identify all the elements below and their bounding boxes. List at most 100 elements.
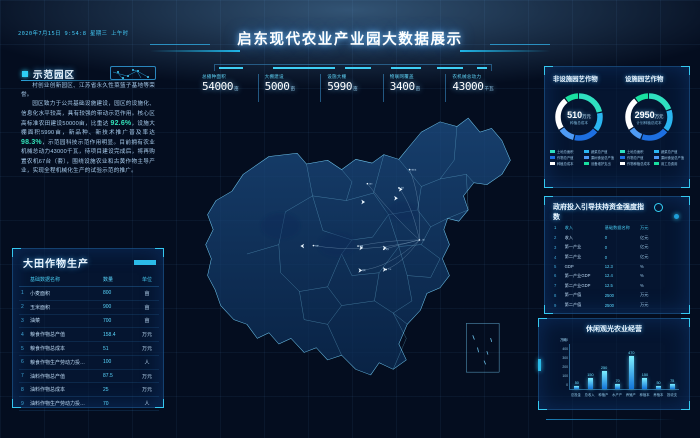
donut-segment[interactable] <box>625 93 673 141</box>
map-city-dot[interactable] <box>418 239 421 241</box>
stat-label: 大棚建设 <box>264 74 284 79</box>
table-row[interactable]: 6 粮食作物生产劳动力投… 100 人 <box>19 355 159 370</box>
gov-table-row[interactable]: 3 第一产业 0 亿元 <box>553 243 665 253</box>
stat-item: 物联网覆盖 3400亩 <box>382 74 446 102</box>
donut-segment[interactable] <box>555 93 603 141</box>
gov-row-name: 第二产业GDP <box>564 282 591 288</box>
donut-chart-1[interactable]: 2950万元 计划种植总成本 <box>621 89 677 145</box>
x-axis-labels: 总投金 总收入 种植产 水产产 养殖产 种植本 养殖本 投收支 <box>569 392 679 397</box>
bar-column[interactable]: 50 <box>571 344 582 389</box>
legend-label: 果树食品总产值 <box>591 156 615 160</box>
row-index: 4 <box>19 327 28 343</box>
bar-column[interactable]: 50 <box>653 344 664 389</box>
bar-column[interactable]: 70 <box>612 344 623 389</box>
map-city-dot[interactable] <box>357 245 359 247</box>
row-name: 小麦面积 <box>28 286 101 301</box>
donut-segment[interactable] <box>555 93 603 141</box>
table-row[interactable]: 7 油料作物总产值 87.5 万元 <box>19 369 159 384</box>
table-action-button[interactable] <box>134 260 156 265</box>
gov-table-row[interactable]: 5 GDP 12.3% <box>553 262 665 271</box>
bottom-rule <box>546 419 676 420</box>
gov-row-index: 2 <box>554 235 557 241</box>
y-tick-label: 200 <box>562 365 568 369</box>
map-province-borders <box>246 126 474 370</box>
legend-label: 种植总成本 <box>557 162 574 166</box>
donut-segment[interactable] <box>555 93 603 141</box>
china-map[interactable]: 哈尔滨 北京 银川 上海 拉萨 成都 武汉 昆明 广州 <box>186 104 516 404</box>
gov-row-name: 第一产业 <box>564 244 582 250</box>
header-deco-right <box>490 44 550 45</box>
leisure-agriculture-panel: 休闲观光农业经营 万元 0 100 200 300 400 500 50 150 250 70 4… <box>538 318 690 410</box>
donut-segment[interactable] <box>555 93 603 141</box>
bar-column[interactable]: 75 <box>667 344 678 389</box>
legend-swatch <box>654 150 659 153</box>
map-city-dot[interactable] <box>385 268 387 271</box>
legend-swatch <box>584 162 589 165</box>
bar-column[interactable]: 250 <box>599 344 610 389</box>
donut-segment[interactable] <box>625 93 673 141</box>
gov-row-value: 0 <box>604 244 608 250</box>
page-title: 启东现代农业产业园大数据展示 <box>0 28 700 49</box>
panel-side-tab <box>538 359 541 371</box>
row-unit: 人 <box>135 355 159 370</box>
gov-table-row[interactable]: 9 第二产值 2500 万元 <box>553 300 665 310</box>
y-tick-label: 500 <box>562 338 568 342</box>
gov-table-row[interactable]: 1 收入 基础数据名称 万元 <box>553 223 665 233</box>
x-tick-label: 养殖产 <box>625 393 636 397</box>
map-city-dot[interactable] <box>397 187 400 189</box>
circuit-deco-icon <box>110 66 156 80</box>
map-city-dot[interactable] <box>408 168 411 171</box>
gov-table-row[interactable]: 2 收入 0 亿元 <box>553 233 665 243</box>
row-value: 100 <box>101 355 135 370</box>
donut-segment[interactable] <box>625 93 673 141</box>
gov-table-row[interactable]: 7 第二产业GDP 12.5% <box>553 281 665 291</box>
gov-fund-table: 1 收入 基础数据名称 万元 2 收入 0 亿元 3 第一产业 0 亿元 4 第二产业 0 亿元 5 GDP 12.… <box>553 223 665 310</box>
legend-swatch <box>550 162 555 165</box>
bar-column[interactable]: 150 <box>639 344 650 389</box>
legend-item: 作物总产值 <box>620 155 651 160</box>
legend-swatch <box>550 156 555 159</box>
legend-item: 种植总成本 <box>550 161 581 166</box>
table-row[interactable]: 3 油菜 700 亩 <box>19 314 159 329</box>
col-name: 基础数据名称 <box>28 273 101 287</box>
gov-row-unit: % <box>640 283 644 289</box>
gov-row-unit: 亿元 <box>640 254 649 260</box>
table-row[interactable]: 1 小麦面积 800 亩 <box>19 286 159 301</box>
gov-table-row[interactable]: 6 第一产业GDP 12.4% <box>553 271 665 281</box>
table-row[interactable]: 5 粮食作物总成本 51 万元 <box>19 341 159 356</box>
gov-row-index: 5 <box>554 264 557 270</box>
map-plane-markers <box>300 186 403 273</box>
bar-series: 50 150 250 70 470 150 50 75 <box>570 344 679 389</box>
bar-column[interactable]: 470 <box>626 344 637 389</box>
ring-deco-icon <box>654 203 663 212</box>
stat-label: 物联网覆盖 <box>389 74 414 79</box>
stat-value: 5990亩 <box>327 80 358 93</box>
stat-value: 5000亩 <box>264 80 296 93</box>
bar-chart-title: 休闲观光农业经营 <box>586 326 642 333</box>
map-city-dot[interactable] <box>312 244 315 247</box>
stat-item: 大棚建设 5000亩 <box>257 74 321 102</box>
donut-chart-0[interactable]: 510万元 种植总成本 <box>551 89 607 145</box>
gov-table-row[interactable]: 4 第二产业 0 亿元 <box>553 252 665 262</box>
legend-item: 土地总面积 <box>550 149 581 154</box>
col-value: 数量 <box>101 273 135 287</box>
intro-paragraph-1: 村创业创新园区、江苏省永久性菜篮子基地等荣誉。 <box>21 83 155 99</box>
donut-segment[interactable] <box>625 93 673 141</box>
legend-item: 作物总产值 <box>550 155 581 160</box>
table-row[interactable]: 4 粮食作物总产值 158.4 万元 <box>19 327 159 343</box>
table-row[interactable]: 9 油料作物生产劳动力投… 70 人 <box>19 396 159 412</box>
bar-value-label: 50 <box>574 380 579 385</box>
gov-table-row[interactable]: 8 第一产值 2500 万元 <box>553 290 665 300</box>
map-city-dot[interactable] <box>359 269 362 272</box>
gov-row-index: 9 <box>554 302 557 308</box>
x-tick-label: 总收入 <box>584 393 595 397</box>
table-row[interactable]: 2 玉米面积 900 亩 <box>19 300 159 315</box>
bar-fill <box>656 385 662 389</box>
table-row[interactable]: 8 油料作物总成本 25 万元 <box>19 382 159 398</box>
bar-value-label: 70 <box>615 379 620 384</box>
map-city-dot[interactable] <box>382 248 385 251</box>
map-city-dot[interactable] <box>366 182 369 185</box>
row-name: 玉米面积 <box>28 300 101 315</box>
bar-column[interactable]: 150 <box>585 344 596 389</box>
